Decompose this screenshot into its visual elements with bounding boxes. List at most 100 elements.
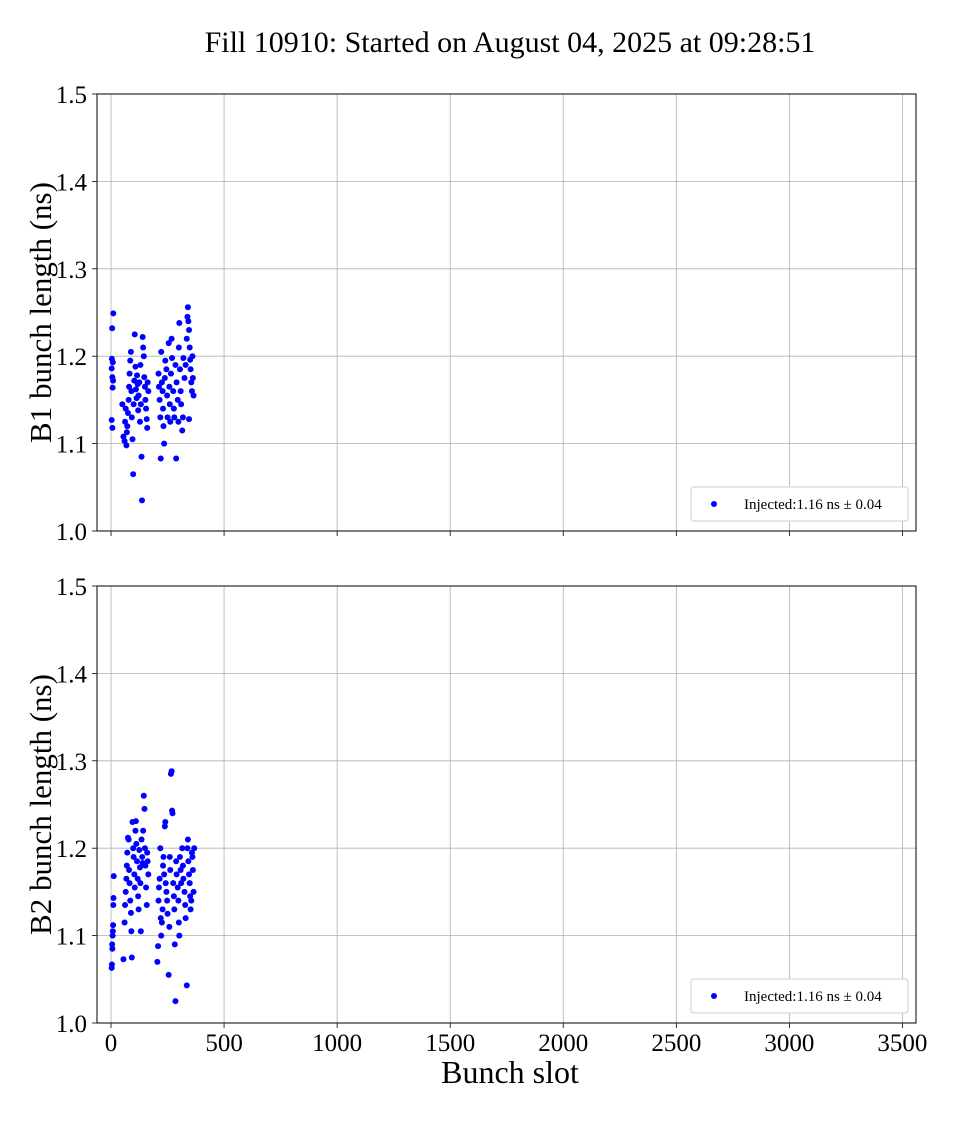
data-point [186,416,193,423]
data-point [137,880,144,887]
data-point [126,880,133,887]
y-tick-label: 1.1 [56,432,87,459]
y-tick-label: 1.5 [56,82,87,109]
data-point [128,928,135,935]
data-point [160,853,167,860]
legend: Injected:1.16 ns ± 0.04 [690,486,909,522]
data-point [137,401,144,408]
data-point [109,384,116,391]
data-point [128,954,135,961]
data-point [190,392,197,399]
data-point [132,386,139,393]
data-point [130,401,137,408]
data-point [184,845,191,852]
data-point [140,353,147,360]
plot-b1: 1.0 1.1 1.2 1.3 1.4 1.5 B1 bunch length (ns) In… [23,82,917,546]
data-point [127,348,134,355]
data-point [120,956,127,963]
data-point [176,853,183,860]
y-tick-label: 1.3 [56,257,87,284]
data-point [159,906,166,913]
data-point [108,961,115,968]
data-point [137,361,144,368]
data-point [187,366,194,373]
data-point [175,897,182,904]
data-point [161,440,168,447]
data-point [189,353,196,360]
data-point [155,370,162,377]
data-point [134,372,141,379]
data-point [137,928,144,935]
data-point [135,893,142,900]
data-point [144,849,151,856]
legend-box [690,978,909,1014]
data-point [126,867,133,874]
data-point [109,928,116,935]
data-point [109,325,116,332]
data-point [169,354,176,361]
x-tick-label: 2500 [651,1030,701,1057]
data-point [156,396,163,403]
data-point [136,418,143,425]
data-point [186,326,193,333]
data-point [127,909,134,916]
data-point [162,818,169,825]
data-point [170,880,177,887]
data-point [164,897,171,904]
data-point [186,880,193,887]
data-point [140,792,147,799]
x-tick-label: 3000 [764,1030,814,1057]
y-tick-label: 1.4 [56,661,88,688]
data-point [121,919,128,926]
data-point [186,344,193,351]
data-point [182,915,189,922]
data-point [135,906,142,913]
data-point [136,864,143,871]
data-point [109,941,116,948]
legend-box [690,486,909,522]
data-point [127,897,134,904]
data-point [157,455,164,462]
data-point [119,401,126,408]
data-point [168,768,175,775]
data-point [172,998,179,1005]
y-axis-label: B1 bunch length (ns) [23,182,58,443]
x-tick-label: 500 [205,1030,243,1057]
plot-frame [96,585,917,1024]
data-point [126,370,133,377]
data-point [134,875,141,882]
data-point [130,845,137,852]
data-point [166,401,173,408]
data-point [158,919,165,926]
data-point [143,416,150,423]
data-point [123,429,130,436]
y-tick-label: 1.3 [56,749,87,776]
data-point [165,971,172,978]
y-tick-label: 1.4 [56,169,88,196]
data-point [131,331,138,338]
data-point [138,836,145,843]
data-point [131,884,138,891]
data-point [154,958,161,965]
data-point [179,845,186,852]
data-point [179,414,186,421]
data-point [167,370,174,377]
data-point [139,853,146,860]
data-point [125,836,132,843]
plot-b2: 0 500 1000 1500 2000 2500 3000 3500 1.0 1.1 1.2 1.3… [23,574,927,1057]
data-point [189,867,196,874]
x-tick-label: 0 [105,1030,118,1057]
data-point [158,932,165,939]
data-point [173,379,180,386]
x-tick-label: 2000 [538,1030,588,1057]
data-point [189,853,196,860]
data-point [161,823,168,830]
data-point [141,805,148,812]
data-point [145,871,152,878]
data-point [161,375,168,382]
data-point [145,388,152,395]
data-point [108,417,115,424]
data-point [158,379,165,386]
data-point [144,379,151,386]
data-point [143,884,150,891]
